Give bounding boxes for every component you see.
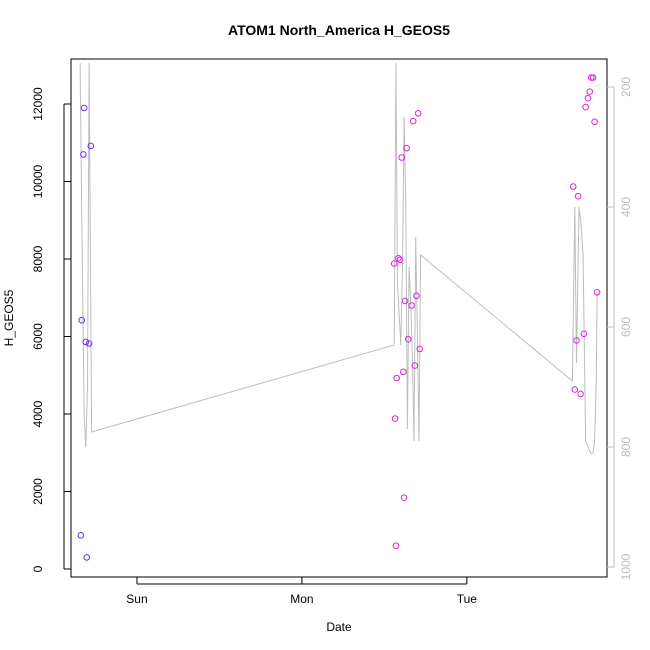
data-point <box>409 117 417 125</box>
data-point <box>573 337 580 344</box>
data-point <box>582 103 589 111</box>
data-point <box>85 340 93 347</box>
data-point <box>405 335 412 343</box>
data-point <box>391 415 399 422</box>
data-point <box>78 316 85 324</box>
data-point <box>77 532 85 539</box>
y-tick-label: 6000 <box>31 323 45 350</box>
data-point <box>80 151 87 158</box>
y-tick-label: 10000 <box>31 164 45 198</box>
y2-tick-label: 1000 <box>619 553 633 580</box>
data-point <box>569 183 577 190</box>
y-axis-label: H_GEOS5 <box>2 289 16 346</box>
y-tick-label: 2000 <box>31 478 45 505</box>
data-point <box>403 144 410 152</box>
x-axis-label: Date <box>326 620 352 634</box>
data-point <box>392 542 400 550</box>
data-point <box>589 74 597 81</box>
data-point <box>584 94 592 102</box>
x-tick-label: Sun <box>126 592 147 606</box>
data-point <box>408 302 415 309</box>
data-point <box>577 390 584 398</box>
data-point <box>82 338 90 346</box>
data-point <box>398 154 406 161</box>
data-point <box>591 118 598 126</box>
y-tick-label: 8000 <box>31 245 45 272</box>
data-point <box>396 256 404 264</box>
data-point <box>80 104 88 112</box>
data-point <box>413 292 420 300</box>
data-point <box>400 494 408 502</box>
chart-title: ATOM1 North_America H_GEOS5 <box>228 22 450 38</box>
data-point <box>593 289 601 296</box>
data-point <box>414 110 422 117</box>
y2-tick-label: 200 <box>619 77 633 97</box>
y2-tick-label: 600 <box>619 317 633 337</box>
data-point <box>87 142 95 150</box>
data-point <box>390 260 398 267</box>
y-tick-label: 0 <box>31 565 45 572</box>
data-point <box>401 297 409 305</box>
data-point <box>416 345 424 353</box>
y-tick-label: 4000 <box>31 400 45 427</box>
y2-tick-label: 400 <box>619 197 633 217</box>
y-tick-label: 12000 <box>31 87 45 121</box>
data-point <box>586 88 594 95</box>
plot-area: 0 2000 4000 6000 8000 10000 12000 200 400 600 800 1… <box>31 58 633 606</box>
data-point <box>400 368 407 376</box>
y2-tick-label: 800 <box>619 437 633 457</box>
data-point <box>393 374 401 382</box>
x-tick-label: Mon <box>290 592 313 606</box>
data-point <box>395 254 402 262</box>
x-tick-label: Tue <box>457 592 478 606</box>
data-point <box>580 330 588 338</box>
data-point <box>571 386 579 393</box>
data-point <box>574 192 582 200</box>
data-point <box>411 362 419 369</box>
series-line <box>79 62 598 454</box>
data-point <box>83 554 90 561</box>
plot-frame <box>70 58 608 578</box>
